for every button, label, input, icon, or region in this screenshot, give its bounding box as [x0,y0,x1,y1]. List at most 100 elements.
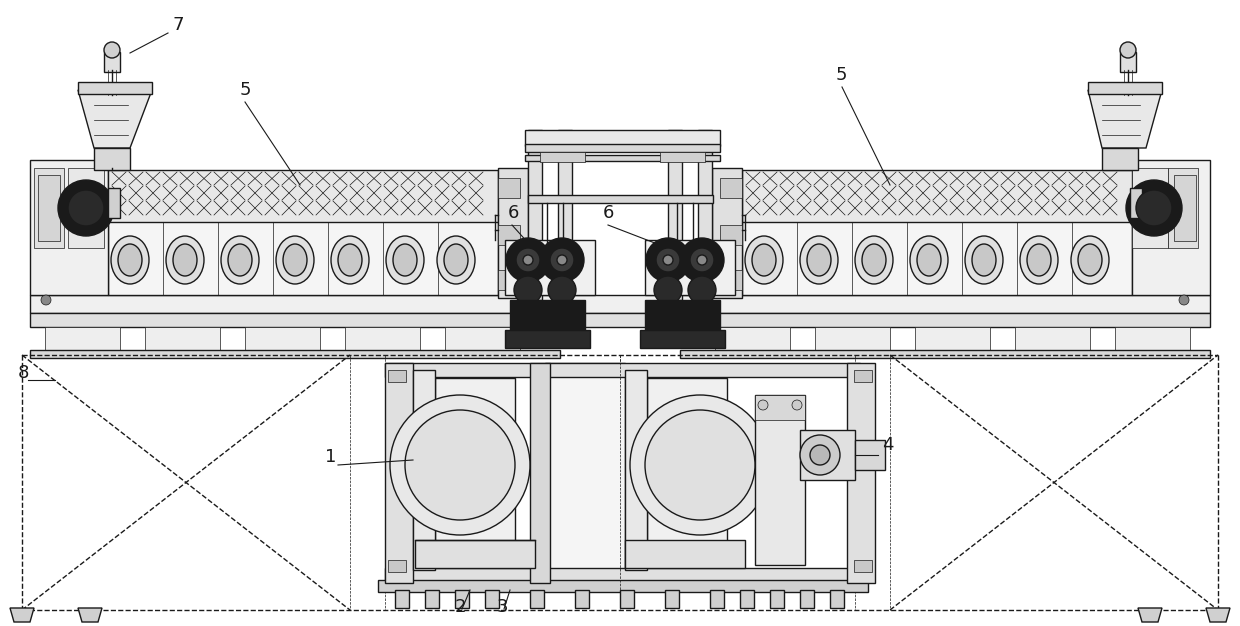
Circle shape [810,445,830,465]
Polygon shape [78,608,102,622]
Polygon shape [1138,608,1162,622]
Text: 2: 2 [455,598,466,616]
Bar [505,240,595,295]
Circle shape [1179,295,1189,305]
Bar [620,590,634,608]
Bar [1132,168,1168,248]
Bar [645,300,720,330]
Text: 5: 5 [241,81,252,99]
Bar [1132,160,1210,295]
Circle shape [680,238,724,282]
Ellipse shape [221,236,259,284]
Text: 3: 3 [497,598,508,616]
Bar [915,327,990,353]
Circle shape [697,255,707,265]
Bar [740,590,754,608]
Circle shape [653,276,682,304]
Circle shape [689,248,714,272]
Text: 6: 6 [603,204,614,222]
Bar [720,178,742,198]
Circle shape [645,410,755,520]
Circle shape [656,248,680,272]
Bar [525,130,720,146]
Bar [413,370,435,570]
Bar [525,155,720,161]
Bar [1115,327,1190,353]
Bar [68,168,104,248]
Bar [528,195,713,203]
Ellipse shape [283,244,308,276]
Bar [45,327,120,353]
Circle shape [688,276,715,304]
Text: 6: 6 [508,204,520,222]
Ellipse shape [1078,244,1102,276]
Circle shape [58,180,114,236]
Bar [498,225,520,245]
Bar [1087,82,1162,94]
Circle shape [405,410,515,520]
Bar [800,430,856,480]
Bar [396,590,409,608]
Circle shape [630,395,770,535]
Ellipse shape [1027,244,1052,276]
Bar [435,378,515,563]
Bar [108,170,498,222]
Bar [384,363,413,583]
Circle shape [506,238,551,282]
Bar [575,590,589,608]
Circle shape [551,248,574,272]
Circle shape [523,255,533,265]
Text: 8: 8 [19,364,30,382]
Bar [800,590,813,608]
Ellipse shape [444,244,467,276]
Bar [1016,327,1090,353]
Ellipse shape [331,236,370,284]
Polygon shape [10,608,33,622]
Bar [30,160,108,295]
Ellipse shape [112,236,149,284]
Bar [388,370,405,382]
Bar [246,327,320,353]
Bar [856,440,885,470]
Bar [498,270,520,290]
Bar [770,590,784,608]
Circle shape [758,400,768,410]
Ellipse shape [1071,236,1109,284]
Bar [539,152,585,162]
Bar [498,168,528,298]
Circle shape [1136,190,1172,226]
Circle shape [41,295,51,305]
Bar [498,178,520,198]
Bar [711,590,724,608]
Text: 7: 7 [172,16,184,34]
Ellipse shape [800,236,838,284]
Circle shape [68,190,104,226]
Bar [38,175,60,241]
Ellipse shape [862,244,887,276]
Circle shape [646,238,689,282]
Bar [378,580,868,592]
Bar [529,590,544,608]
Bar [720,225,742,245]
Bar [425,590,439,608]
Circle shape [548,276,577,304]
Ellipse shape [436,236,475,284]
Ellipse shape [972,244,996,276]
Bar [680,350,1210,358]
Bar [78,82,153,94]
Circle shape [800,435,839,475]
Bar [558,130,572,300]
Bar [720,270,742,290]
Bar [30,313,1210,327]
Bar [388,560,405,572]
Bar [755,395,805,420]
Bar [854,560,872,572]
Bar [660,152,706,162]
Bar [665,590,680,608]
Ellipse shape [393,244,417,276]
Bar [108,188,120,218]
Ellipse shape [856,236,893,284]
Ellipse shape [751,244,776,276]
Bar [505,330,590,348]
Bar [830,590,844,608]
